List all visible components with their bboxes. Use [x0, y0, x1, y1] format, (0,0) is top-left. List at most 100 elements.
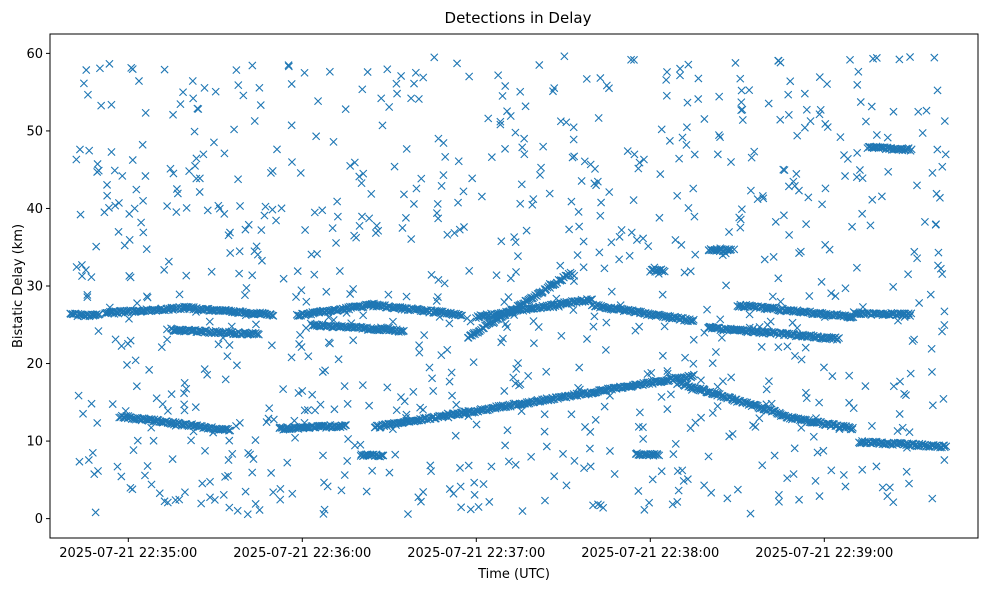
detection-marker-2121: [905, 479, 914, 488]
detection-marker-2677: [95, 64, 104, 73]
detection-marker-2627: [713, 402, 722, 411]
detection-marker-2570: [708, 409, 717, 418]
detection-marker-2272: [268, 205, 277, 214]
detection-marker-2117: [234, 175, 243, 184]
detection-marker-1897: [536, 170, 544, 179]
detection-marker-2732: [872, 53, 881, 62]
detection-marker-2222: [140, 471, 149, 480]
detection-marker-2056: [567, 410, 576, 419]
detection-marker-2699: [737, 205, 746, 214]
detection-marker-2040: [357, 212, 366, 221]
detection-marker-2361: [429, 386, 438, 395]
detection-marker-2085: [225, 340, 234, 349]
detection-marker-2317: [407, 235, 416, 244]
detection-marker-2372: [779, 211, 788, 220]
detection-marker-2559: [333, 212, 342, 221]
detection-marker-2685: [284, 62, 293, 71]
detection-marker-2438: [784, 110, 793, 119]
detection-marker-2706: [117, 472, 126, 481]
detection-marker-1874: [402, 144, 411, 153]
detection-marker-2470: [816, 105, 825, 114]
detection-marker-2349: [836, 133, 845, 142]
detection-marker-1934: [569, 306, 578, 315]
detection-marker-2241: [845, 398, 854, 407]
detection-marker-2737: [410, 79, 419, 88]
detection-marker-2141: [689, 184, 698, 193]
detection-marker-2406: [815, 73, 824, 82]
detection-marker-1867: [811, 476, 820, 485]
detection-marker-2197: [643, 370, 652, 379]
detection-marker-2747: [324, 338, 333, 347]
detection-marker-2517: [190, 127, 199, 136]
detection-marker-2714: [87, 399, 96, 408]
detection-marker-2166: [582, 334, 591, 343]
detection-marker-2240: [219, 333, 227, 342]
detection-marker-2261: [503, 323, 512, 332]
detection-marker-2099: [88, 448, 97, 457]
detection-marker-2062: [589, 501, 598, 510]
detection-marker-2038: [358, 85, 367, 94]
detection-marker-2444: [329, 315, 338, 324]
detection-marker-2320: [825, 245, 834, 254]
detection-marker-2452: [663, 68, 671, 77]
detection-marker-2604: [139, 228, 148, 237]
detection-marker-2359: [673, 380, 682, 389]
detection-marker-1554: [767, 327, 776, 336]
detection-marker-2707: [534, 323, 543, 331]
detection-marker-2151: [784, 90, 793, 99]
detection-marker-2442: [938, 270, 947, 278]
detection-marker-2430: [682, 140, 691, 149]
detection-marker-1925: [736, 74, 745, 83]
detection-marker-2622: [256, 101, 265, 110]
detection-marker-2651: [512, 364, 521, 373]
detection-marker-2723: [319, 509, 328, 518]
detection-marker-360: [275, 423, 284, 432]
detection-marker-2343: [330, 405, 339, 414]
detection-marker-2655: [841, 172, 850, 181]
detection-marker-2303: [291, 433, 300, 442]
detection-marker-2202: [736, 215, 745, 224]
detection-marker-2409: [683, 98, 692, 107]
detection-marker-1898: [771, 217, 780, 226]
detection-marker-2736: [902, 467, 911, 476]
detection-marker-2120: [124, 314, 133, 323]
detection-marker-1899: [574, 207, 583, 216]
detection-marker-2746: [398, 223, 407, 232]
detection-marker-2455: [815, 492, 824, 501]
detection-marker-2029: [774, 497, 783, 506]
detection-marker-2171: [673, 497, 682, 506]
detection-marker-2751: [147, 423, 156, 432]
detection-marker-2259: [287, 121, 296, 130]
detection-marker-2366: [928, 401, 937, 410]
detection-marker-2583: [149, 436, 158, 445]
detection-marker-2354: [934, 261, 942, 270]
detection-marker-2451: [681, 353, 690, 362]
detection-marker-1998: [434, 275, 443, 284]
detection-marker-2528: [737, 86, 746, 95]
detection-marker-2357: [928, 168, 937, 177]
detection-marker-2314: [414, 493, 423, 502]
detection-marker-1211: [665, 314, 674, 323]
detection-marker-1927: [938, 327, 947, 336]
detection-marker-2288: [632, 236, 641, 245]
detection-marker-2624: [511, 460, 520, 469]
detection-marker-958: [481, 321, 490, 330]
detection-marker-2384: [107, 148, 116, 156]
detection-marker-2544: [210, 495, 219, 504]
detection-marker-2076: [451, 431, 460, 440]
detection-marker-2468: [517, 180, 526, 189]
detection-marker-1921: [769, 252, 778, 261]
detection-marker-2010: [402, 413, 411, 422]
detection-marker-2595: [403, 510, 412, 519]
detection-marker-2035: [496, 120, 505, 129]
detection-marker-2672: [414, 95, 423, 104]
detection-marker-2312: [118, 171, 127, 180]
detection-marker-2185: [596, 74, 605, 83]
detection-marker-2143: [932, 220, 940, 229]
detection-marker-2766: [236, 202, 245, 211]
detection-marker-1866: [655, 451, 664, 460]
detection-marker-2511: [433, 293, 442, 302]
detection-marker-2597: [256, 308, 265, 317]
detection-marker-2022: [83, 290, 92, 299]
detection-marker-2579: [678, 133, 687, 142]
